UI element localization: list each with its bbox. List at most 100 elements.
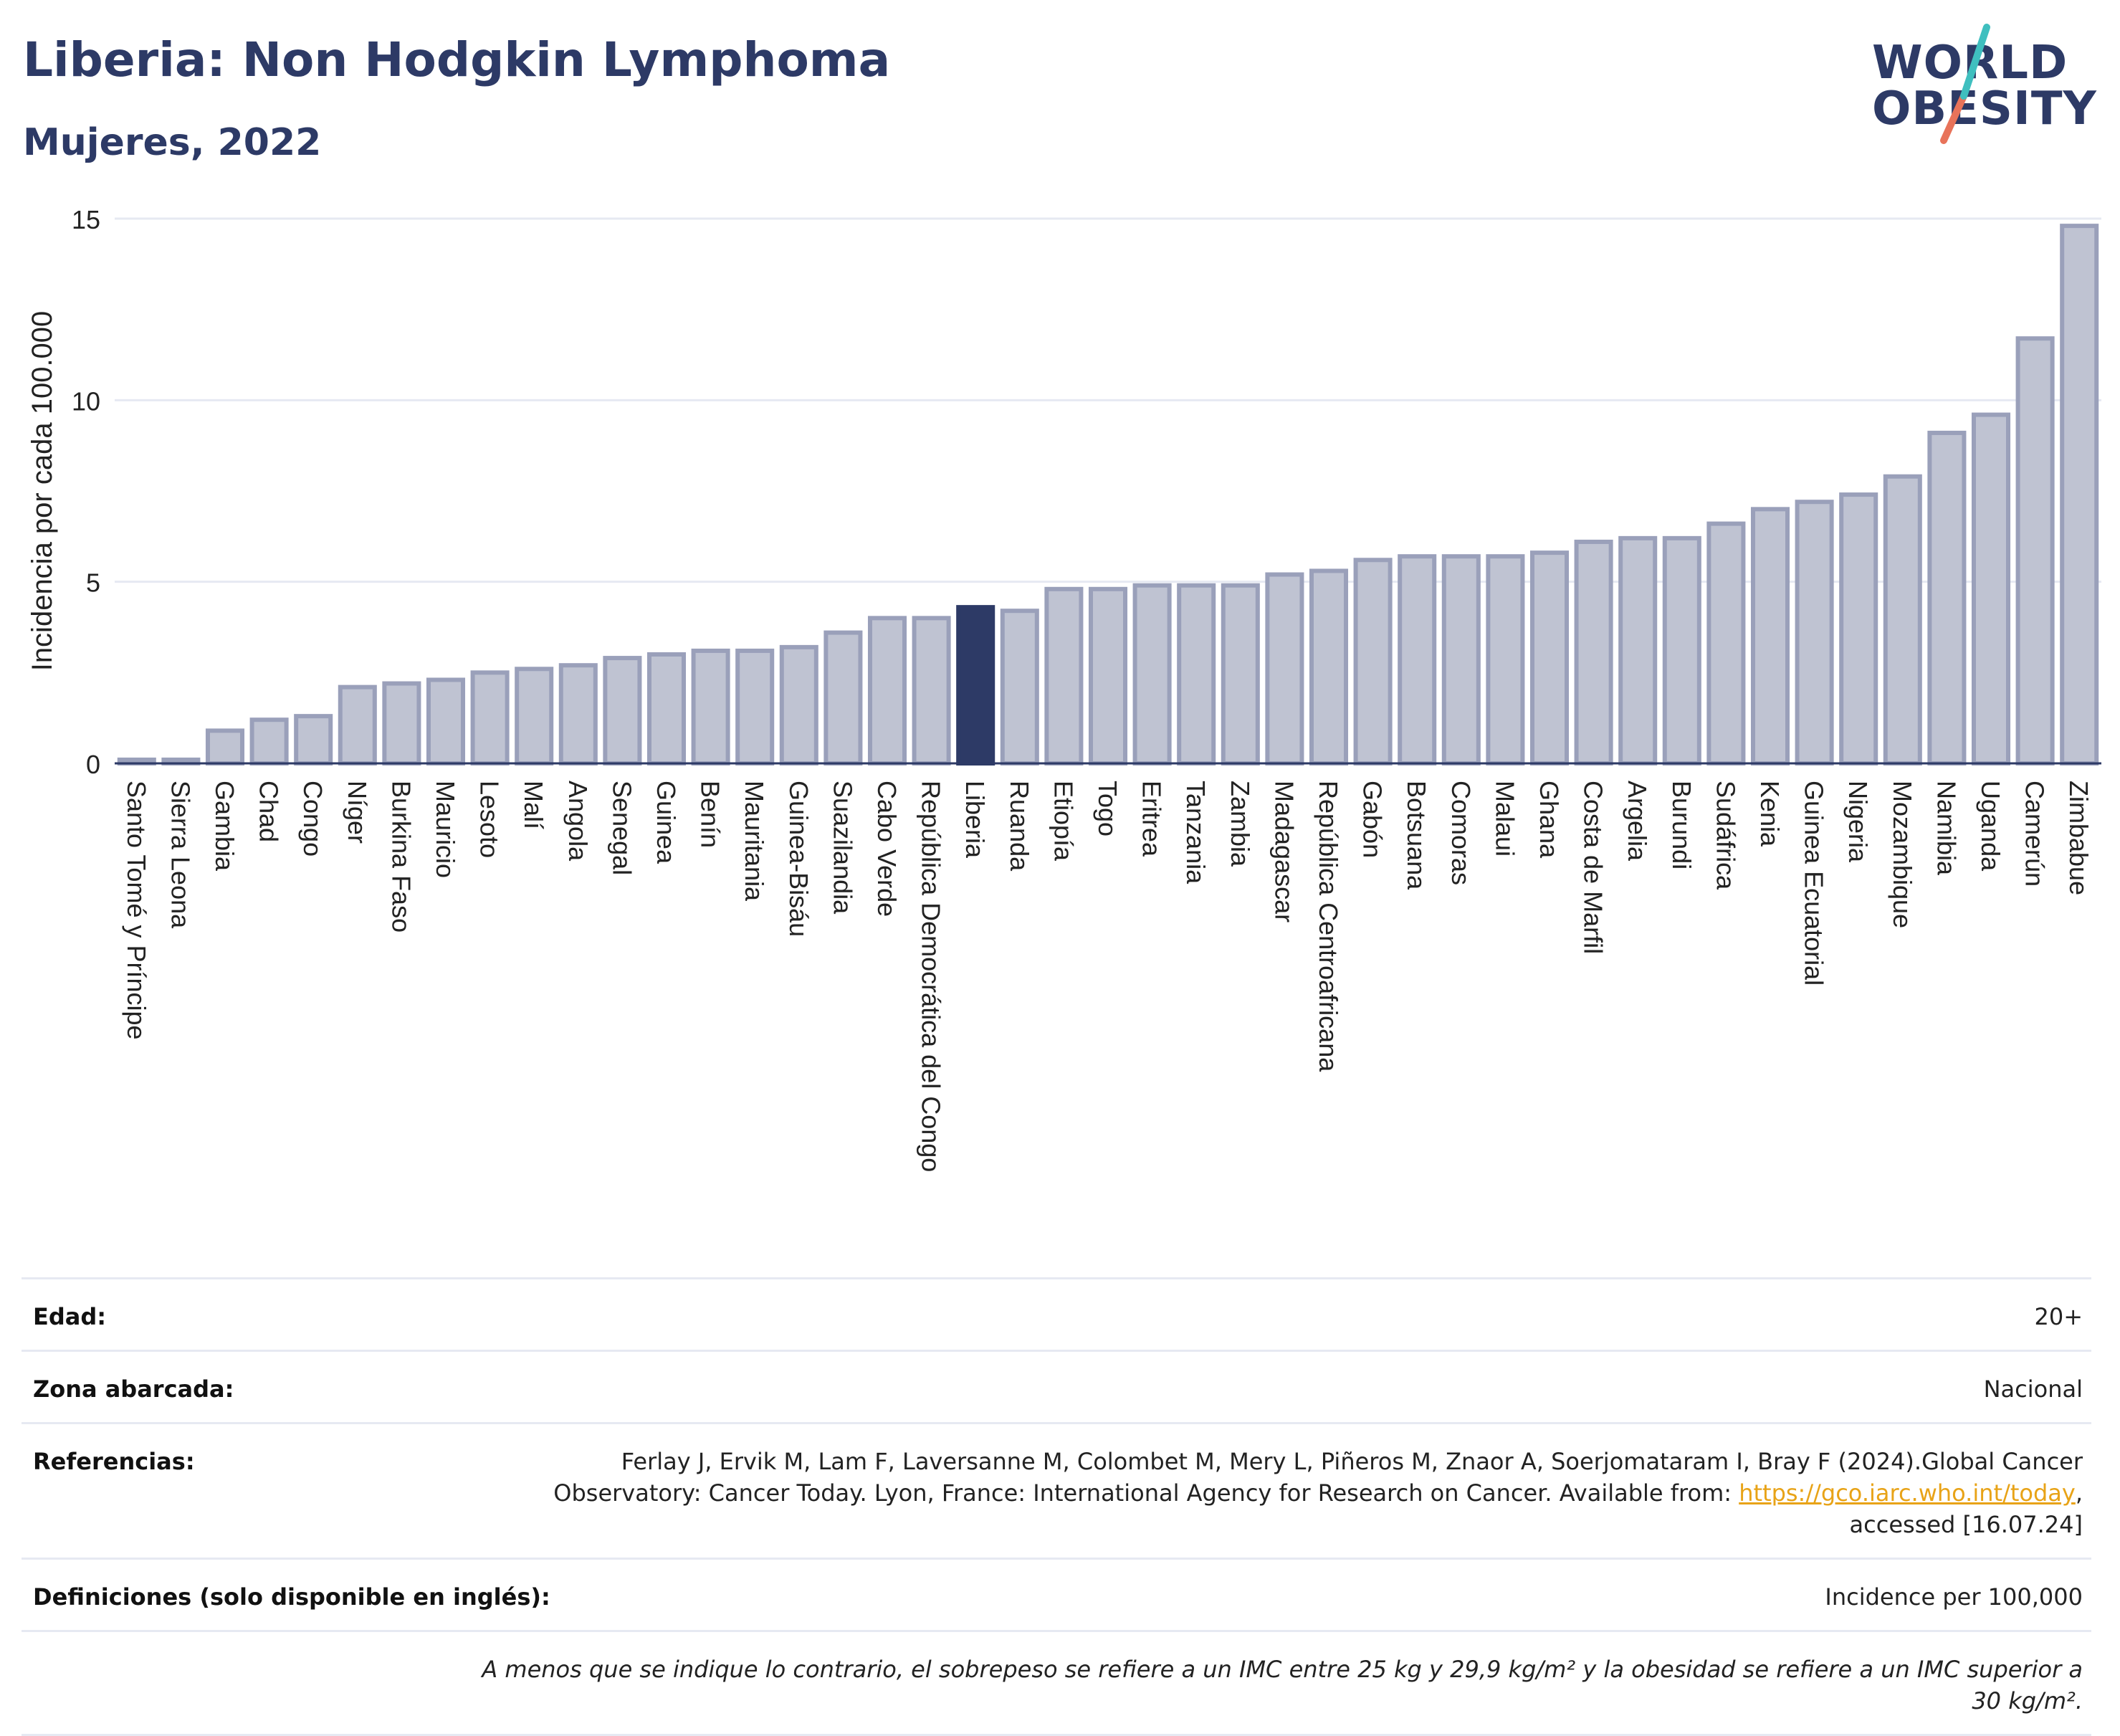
age-value: 20+ [2034,1303,2083,1330]
chart-title: Liberia: Non Hodgkin Lymphoma [23,32,891,87]
bar-cabo-verde [867,616,907,766]
meta-row-age: Edad: 20+ [22,1277,2091,1350]
bar-suazilandia [823,630,863,766]
x-tick-label: Burkina Faso [386,781,416,933]
bar-madagascar [1265,572,1304,766]
bar-kenia [1750,507,1790,766]
x-tick-label: Guinea-Bisáu [784,781,813,937]
meta-row-definitions: Definiciones (solo disponible en inglés)… [22,1558,2091,1630]
x-tick-label: Togo [1093,781,1122,836]
x-tick-label: Mozambique [1888,781,1917,928]
bar-costa-de-marfil [1574,539,1613,766]
bar-rep-blica-centroafricana [1309,568,1349,766]
x-tick-label: Nigeria [1843,781,1873,863]
bar-guinea-bis-u [779,644,818,766]
references-link[interactable]: https://gco.iarc.who.int/today [1739,1479,2076,1507]
x-tick-label: República Centroafricana [1314,781,1343,1072]
x-tick-label: Lesoto [475,781,505,858]
bar-burundi [1662,535,1701,766]
bar-namibia [1927,430,1967,766]
x-tick-label: Suazilandia [828,781,857,915]
x-tick-label: Mauritania [740,781,769,902]
bar-nigeria [1839,492,1878,766]
y-tick-label: 0 [86,750,100,779]
x-tick-label: Senegal [607,781,636,875]
x-tick-label: Níger [343,781,372,844]
x-tick-label: Etiopía [1049,781,1078,862]
x-tick-label: Congo [298,781,328,857]
x-tick-label: Uganda [1976,781,2005,872]
bar-tanzania [1177,583,1216,766]
bar-uganda [1971,412,2011,766]
bar-burkina-faso [382,681,421,766]
logo-slash-icon [1940,24,1990,144]
x-tick-label: Madagascar [1269,781,1299,922]
bar-togo [1088,586,1128,766]
bar-congo [294,714,333,766]
x-tick-label: Ruanda [1005,781,1034,872]
bar-mauricio [426,677,466,766]
x-tick-label: Botsuana [1402,781,1431,890]
logo-line-2: OBESITY [1872,82,2097,135]
bar-argelia [1618,535,1658,766]
world-obesity-logo: WORLD OBESITY [1863,19,2107,155]
bar-comoras [1441,554,1481,766]
meta-row-area: Zona abarcada: Nacional [22,1350,2091,1422]
area-value: Nacional [1983,1375,2083,1403]
bar-liberia [956,605,995,766]
bar-rep-blica-democr-tica-del-congo [912,616,951,766]
bar-camer-n [2015,336,2055,766]
x-tick-label: Ghana [1534,781,1564,859]
bar-angola [558,663,598,766]
bar-gab-n [1353,558,1393,766]
bar-guinea [646,652,687,766]
x-tick-label: Mauricio [431,781,460,878]
bar-gambia [205,728,245,766]
x-tick-label: Zambia [1226,781,1255,867]
y-tick-label: 10 [72,386,100,416]
bar-sud-frica [1706,521,1746,766]
bar-chart: 0 5 10 15 Santo Tomé y Príncipe Sierra Leona… [27,205,2101,1172]
bar-mauritania [735,648,775,766]
x-tick-label: Malí [519,781,548,829]
chart-subtitle: Mujeres, 2022 [23,121,322,164]
y-tick-label: 15 [72,205,100,234]
bar-mozambique [1883,474,1922,766]
references-value: Ferlay J, Ervik M, Lam F, Laversanne M, … [470,1446,2083,1540]
bar-ghana [1529,550,1570,766]
x-tick-label: Namibia [1932,781,1961,876]
references-text: Ferlay J, Ervik M, Lam F, Laversanne M, … [553,1448,2083,1507]
bar-mal- [515,667,554,766]
bar-etiop-a [1044,586,1084,766]
bar-eritrea [1132,583,1172,766]
x-tick-label: Camerún [2020,781,2050,887]
bar-botsuana [1398,554,1437,766]
x-tick-label: Costa de Marfil [1579,781,1608,954]
bar-ben-n [691,648,730,766]
x-tick-label: Angola [563,781,593,862]
bar-lesoto [470,670,510,766]
x-tick-label: Benín [696,781,725,848]
bar-zambia [1221,583,1260,766]
x-tick-label: Burundi [1667,781,1696,869]
definitions-value: Incidence per 100,000 [1825,1583,2083,1611]
x-tick-label: Zimbabue [2064,781,2093,895]
x-tick-label: Gambia [210,781,239,872]
bar-malaui [1486,554,1525,766]
x-tick-label: Comoras [1446,781,1476,885]
references-label: Referencias: [33,1448,195,1475]
x-tick-label: Guinea [651,781,681,864]
x-tick-label: Chad [254,781,284,842]
x-tick-label: Santo Tomé y Príncipe [122,781,151,1040]
x-tick-label: Tanzania [1181,781,1211,884]
x-tick-label: Gabón [1358,781,1388,858]
bar-chad [249,717,289,766]
meta-row-references: Referencias: Ferlay J, Ervik M, Lam F, L… [22,1422,2091,1558]
metadata-table: Edad: 20+ Zona abarcada: Nacional Refere… [22,1277,2091,1736]
bars [117,224,2099,766]
bar-guinea-ecuatorial [1795,500,1834,766]
x-tick-label: Argelia [1623,781,1652,862]
x-tick-label: Cabo Verde [872,781,902,917]
y-tick-labels: 0 5 10 15 [72,205,100,779]
x-tick-label: República Democrática del Congo [917,781,946,1172]
